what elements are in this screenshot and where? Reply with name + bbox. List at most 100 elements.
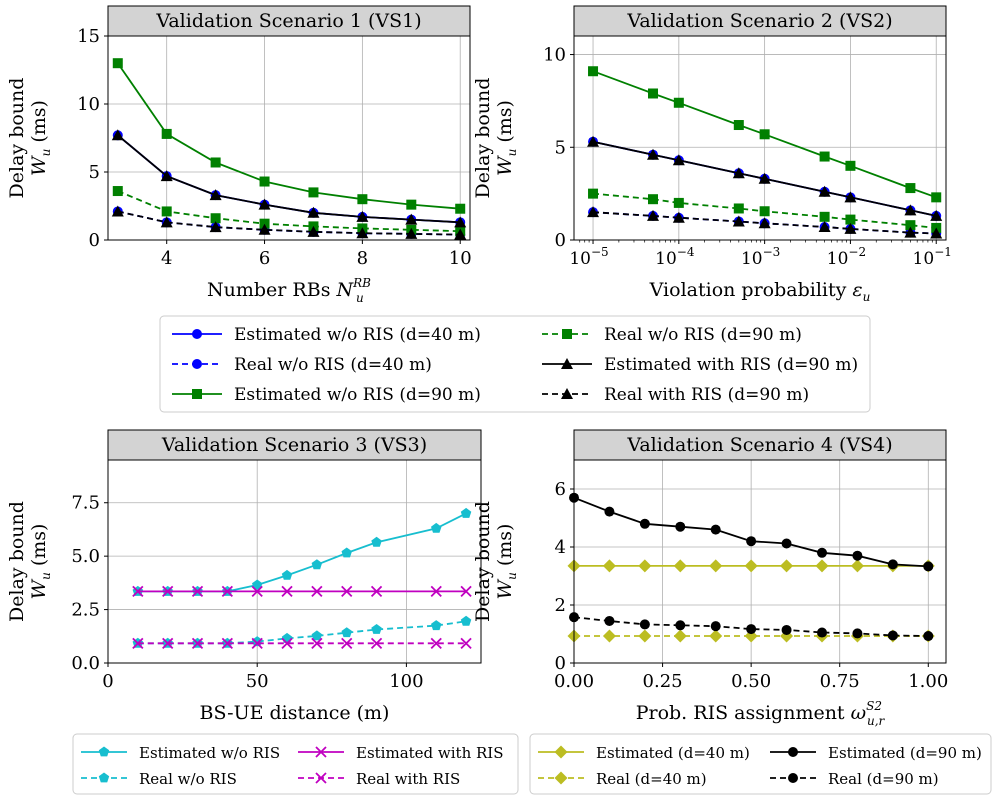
- x-tick-label: 1.00: [908, 671, 948, 692]
- data-point: [746, 624, 757, 635]
- data-point: [258, 223, 271, 235]
- data-point: [673, 197, 684, 208]
- y-label-symbol: W: [28, 155, 50, 176]
- legend-marker: [192, 389, 202, 399]
- y-tick-label: 7.5: [71, 493, 100, 514]
- data-point: [112, 186, 123, 197]
- data-point: [639, 518, 650, 529]
- x-tick-label: 0.75: [820, 671, 860, 692]
- series-line: [117, 190, 461, 233]
- legend-item: Estimated (d=90 m): [770, 744, 982, 762]
- y-tick-label: 10: [543, 45, 566, 66]
- data-point: [647, 209, 660, 221]
- data-point: [281, 569, 293, 580]
- x-tick-label: 8: [357, 248, 368, 269]
- data-point: [460, 507, 472, 518]
- data-point: [111, 129, 124, 141]
- data-point: [307, 206, 320, 218]
- data-point: [744, 559, 758, 573]
- chart-title: Validation Scenario 2 (VS2): [626, 10, 892, 32]
- legend-marker: [554, 771, 568, 785]
- data-point: [454, 216, 467, 228]
- data-point: [191, 637, 204, 649]
- data-point: [923, 561, 934, 572]
- chart-title: Validation Scenario 1 (VS1): [155, 10, 421, 32]
- legend-frame: [159, 315, 871, 413]
- x-tick-exponent: −1: [934, 245, 952, 259]
- legend-label: Estimated w/o RIS (d=90 m): [234, 385, 481, 405]
- legend-marker: [315, 746, 327, 758]
- data-point: [221, 637, 233, 649]
- data-point: [905, 183, 916, 194]
- data-point: [430, 637, 442, 649]
- data-point: [602, 559, 616, 573]
- data-point: [460, 585, 472, 598]
- x-label-text: Number RBs: [207, 279, 336, 301]
- x-tick-base: 10: [655, 249, 677, 269]
- y-label-symbol: W: [494, 578, 516, 599]
- data-point: [357, 194, 368, 205]
- data-point: [259, 176, 270, 187]
- series-3: [569, 612, 934, 642]
- legend-label: Estimated with RIS: [356, 744, 504, 762]
- y-tick-label: 5.0: [71, 546, 100, 567]
- data-point: [845, 214, 856, 225]
- data-point: [648, 194, 659, 205]
- y-label-subscript: u: [505, 149, 519, 157]
- data-point: [673, 97, 684, 108]
- data-point: [930, 209, 943, 221]
- plot-frame: [107, 459, 482, 664]
- y-tick-label: 5: [89, 162, 100, 183]
- legend-item: Real with RIS (d=90 m): [542, 385, 809, 405]
- data-point: [904, 204, 917, 216]
- title-box: [107, 429, 482, 461]
- y-label-symbol: W: [494, 155, 516, 176]
- data-point: [588, 66, 599, 77]
- data-point: [923, 631, 934, 642]
- data-point: [675, 620, 686, 631]
- data-point: [370, 585, 383, 598]
- data-point: [209, 189, 222, 201]
- x-label-text: Prob. RIS assignment: [636, 702, 851, 724]
- data-point: [604, 506, 615, 517]
- x-tick-label: 6: [259, 248, 270, 269]
- data-point: [587, 206, 600, 218]
- legend-label: Real (d=40 m): [596, 770, 707, 788]
- data-point: [732, 215, 745, 227]
- data-point: [259, 218, 270, 229]
- legend-marker: [788, 773, 798, 783]
- data-point: [161, 206, 172, 217]
- data-point: [819, 211, 830, 222]
- data-point: [370, 637, 383, 649]
- data-point: [844, 222, 857, 234]
- data-point: [931, 192, 942, 203]
- data-point: [673, 559, 687, 573]
- y-label-unit: (ms): [28, 524, 50, 573]
- y-tick-label: 10: [77, 94, 100, 115]
- data-point: [904, 226, 917, 238]
- data-point: [251, 585, 263, 598]
- y-label-symbol: W: [28, 578, 50, 599]
- x-tick-label: 10−4: [655, 245, 695, 269]
- legend-label: Real with RIS: [356, 770, 460, 788]
- data-point: [371, 536, 382, 547]
- x-tick-label: 100: [389, 671, 423, 692]
- title-box: [107, 5, 471, 37]
- x-tick-base: 10: [913, 249, 935, 269]
- series-line: [117, 62, 461, 210]
- data-point: [162, 637, 174, 649]
- data-point: [111, 205, 124, 217]
- legend-item: Real (d=40 m): [538, 770, 707, 788]
- chart-title: Validation Scenario 4 (VS4): [626, 434, 892, 456]
- y-label-line1: Delay bound: [472, 501, 494, 622]
- series-line: [117, 134, 461, 224]
- y-axis-label: Delay bound Wu (ms): [472, 501, 519, 622]
- data-point: [639, 619, 650, 630]
- data-point: [817, 547, 827, 558]
- legend-item: Estimated (d=40 m): [538, 744, 750, 762]
- data-point: [311, 585, 323, 598]
- data-point: [281, 585, 293, 598]
- legend-item: Estimated with RIS (d=90 m): [542, 355, 858, 375]
- x-tick-label: 10−5: [569, 245, 608, 269]
- x-label-superscript: RB: [352, 276, 371, 290]
